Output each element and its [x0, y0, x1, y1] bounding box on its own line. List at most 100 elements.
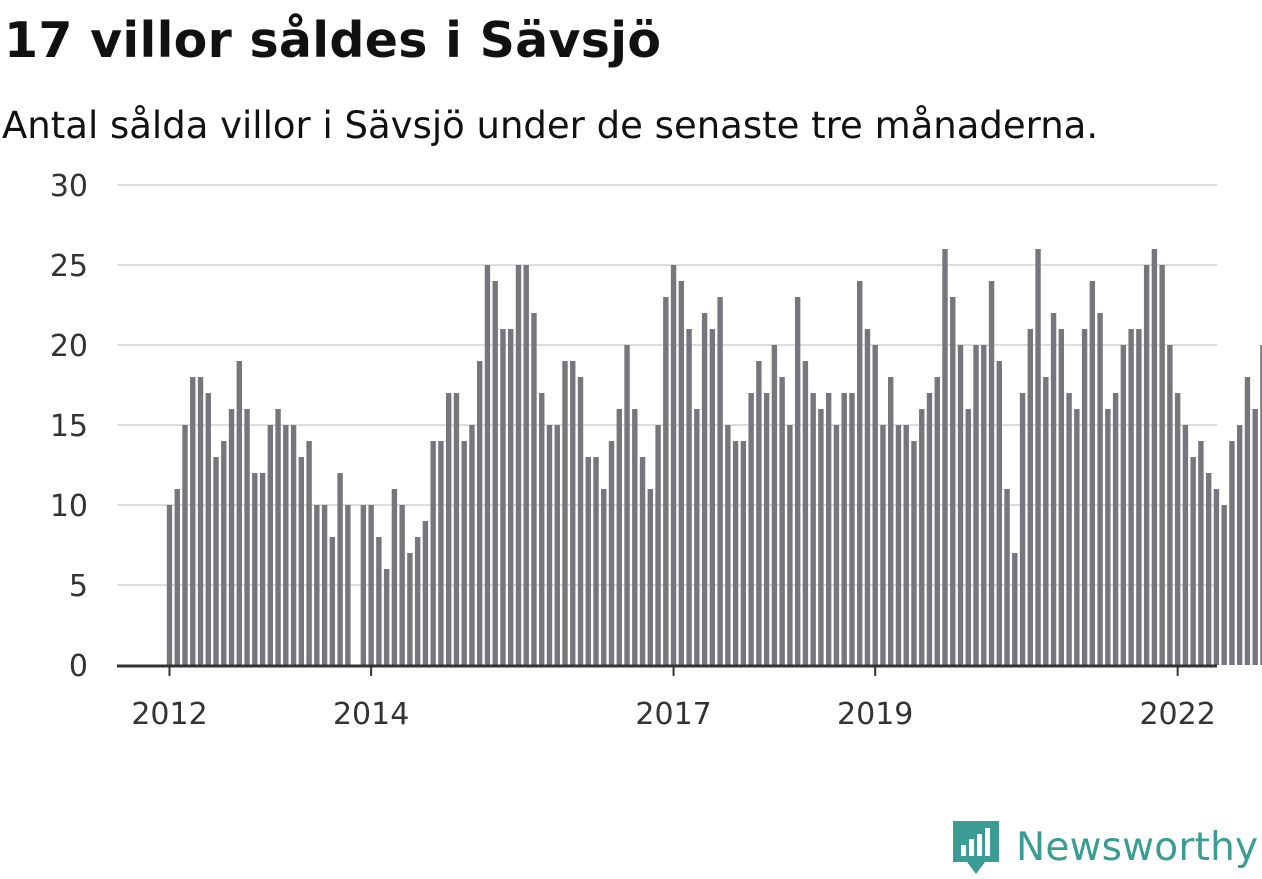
- bar: [267, 425, 274, 665]
- bar: [771, 345, 778, 665]
- y-tick-label: 15: [50, 409, 88, 444]
- bar: [1229, 441, 1235, 665]
- bar: [825, 393, 832, 665]
- bar: [244, 409, 250, 665]
- bar: [1174, 393, 1181, 665]
- bar: [864, 329, 871, 665]
- bar: [321, 505, 328, 665]
- bar: [391, 489, 398, 665]
- bar: [694, 409, 700, 665]
- x-tick-label: 2012: [131, 697, 207, 732]
- bar: [779, 377, 785, 665]
- bar: [531, 313, 537, 665]
- y-tick-label: 10: [50, 489, 88, 524]
- bar: [453, 393, 460, 665]
- newsworthy-logo-icon: [953, 821, 999, 874]
- y-tick-label: 25: [50, 249, 88, 284]
- bar: [414, 537, 421, 665]
- bar: [717, 297, 723, 665]
- bar: [1012, 553, 1018, 665]
- bar: [1159, 265, 1165, 665]
- bar: [740, 441, 747, 665]
- bar: [942, 249, 948, 665]
- bar: [957, 345, 964, 665]
- bar: [616, 409, 622, 665]
- bar: [539, 393, 545, 665]
- bar: [639, 457, 646, 665]
- bar: [1143, 265, 1150, 665]
- bar: [1120, 345, 1127, 665]
- bar: [1182, 425, 1189, 665]
- x-tick-label: 2014: [333, 697, 409, 732]
- bar: [601, 489, 607, 665]
- bar: [554, 425, 560, 665]
- bar: [283, 425, 289, 665]
- bar: [1112, 393, 1119, 665]
- bar: [988, 281, 995, 665]
- x-axis-ticks: 201220142017201920222024: [131, 667, 1216, 732]
- bar: [818, 409, 824, 665]
- chart-title: 17 villor såldes i Sävsjö: [4, 12, 662, 69]
- bar: [252, 473, 258, 665]
- bar: [624, 345, 630, 665]
- bars: [166, 249, 1262, 665]
- bar: [337, 473, 343, 665]
- bar: [221, 441, 227, 665]
- bar: [166, 505, 173, 665]
- bar: [996, 361, 1002, 665]
- bar: [1066, 393, 1072, 665]
- bar: [1260, 345, 1262, 665]
- bar: [1019, 393, 1026, 665]
- bar: [787, 425, 793, 665]
- bar: [709, 329, 716, 665]
- bar: [197, 377, 204, 665]
- bar: [275, 409, 281, 665]
- bar: [1198, 441, 1204, 665]
- bar: [562, 361, 568, 665]
- bar: [934, 377, 940, 665]
- bar: [732, 441, 739, 665]
- bar: [841, 393, 847, 665]
- bar: [515, 265, 522, 665]
- bar: [973, 345, 979, 665]
- bar: [895, 425, 902, 665]
- x-tick-label: 2022: [1139, 697, 1215, 732]
- bar: [205, 393, 211, 665]
- bar: [306, 441, 312, 665]
- bar: [1081, 329, 1088, 665]
- bar: [593, 457, 599, 665]
- bar: [663, 297, 669, 665]
- bar: [1205, 473, 1212, 665]
- bar: [1128, 329, 1134, 665]
- bar: [1050, 313, 1057, 665]
- bar: [802, 361, 809, 665]
- bar: [856, 281, 863, 665]
- bar: [1213, 489, 1220, 665]
- bar: [461, 441, 467, 665]
- bar: [492, 281, 498, 665]
- y-tick-label: 0: [69, 649, 88, 684]
- bar: [570, 361, 576, 665]
- bar: [810, 393, 816, 665]
- y-tick-label: 20: [50, 329, 88, 364]
- bar: [1151, 249, 1158, 665]
- x-tick-label: 2017: [635, 697, 711, 732]
- bar: [1097, 313, 1103, 665]
- bar: [500, 329, 506, 665]
- bar: [888, 377, 894, 665]
- bar: [508, 329, 514, 665]
- bar: [748, 393, 754, 665]
- bar: [833, 425, 840, 665]
- bar: [577, 377, 584, 665]
- bar: [298, 457, 305, 665]
- bar: [1221, 505, 1227, 665]
- bar: [422, 521, 429, 665]
- bar: [314, 505, 320, 665]
- bar: [174, 489, 180, 665]
- bar: [965, 409, 971, 665]
- bar: [655, 425, 661, 665]
- bar: [1167, 345, 1173, 665]
- bar: [259, 473, 266, 665]
- bar: [1035, 249, 1041, 665]
- x-tick-label: 2019: [837, 697, 913, 732]
